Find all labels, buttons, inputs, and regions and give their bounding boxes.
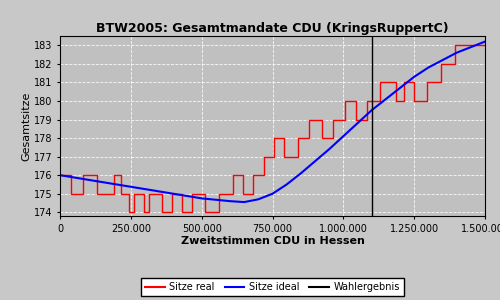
Sitze ideal <box>86 178 91 181</box>
Sitze ideal <box>198 196 204 200</box>
Sitze ideal <box>270 192 276 196</box>
X-axis label: Zweitstimmen CDU in Hessen: Zweitstimmen CDU in Hessen <box>180 236 364 246</box>
Sitze real <box>281 136 287 140</box>
Sitze ideal <box>298 172 304 175</box>
Sitze ideal <box>482 40 488 44</box>
Line: Sitze real: Sitze real <box>60 45 485 212</box>
Sitze ideal <box>426 66 432 69</box>
Sitze ideal <box>354 122 360 125</box>
Sitze ideal <box>454 51 460 55</box>
Sitze ideal <box>142 187 148 191</box>
Sitze ideal <box>57 173 63 177</box>
Sitze ideal <box>440 58 446 62</box>
Sitze real <box>306 118 312 121</box>
Sitze ideal <box>340 134 346 138</box>
Sitze real <box>126 211 132 214</box>
Sitze ideal <box>114 183 119 186</box>
Sitze ideal <box>326 147 332 151</box>
Sitze ideal <box>256 197 262 201</box>
Sitze ideal <box>468 45 474 49</box>
Line: Sitze ideal: Sitze ideal <box>60 42 485 202</box>
Sitze ideal <box>411 75 417 79</box>
Sitze real <box>424 81 430 84</box>
Sitze ideal <box>241 200 247 204</box>
Sitze ideal <box>170 192 176 196</box>
Sitze ideal <box>368 108 374 112</box>
Sitze real <box>452 44 458 47</box>
Sitze ideal <box>397 86 403 90</box>
Sitze real <box>482 44 488 47</box>
Sitze ideal <box>383 97 389 101</box>
Sitze real <box>189 211 195 214</box>
Sitze ideal <box>312 160 318 163</box>
Sitze ideal <box>227 200 233 203</box>
Sitze ideal <box>284 183 290 186</box>
Sitze real <box>57 173 63 177</box>
Legend: Sitze real, Sitze ideal, Wahlergebnis: Sitze real, Sitze ideal, Wahlergebnis <box>142 278 404 296</box>
Sitze real <box>330 136 336 140</box>
Sitze real <box>118 192 124 196</box>
Title: BTW2005: Gesamtmandate CDU (KringsRuppertC): BTW2005: Gesamtmandate CDU (KringsRupper… <box>96 22 449 35</box>
Y-axis label: Gesamtsitze: Gesamtsitze <box>21 91 31 161</box>
